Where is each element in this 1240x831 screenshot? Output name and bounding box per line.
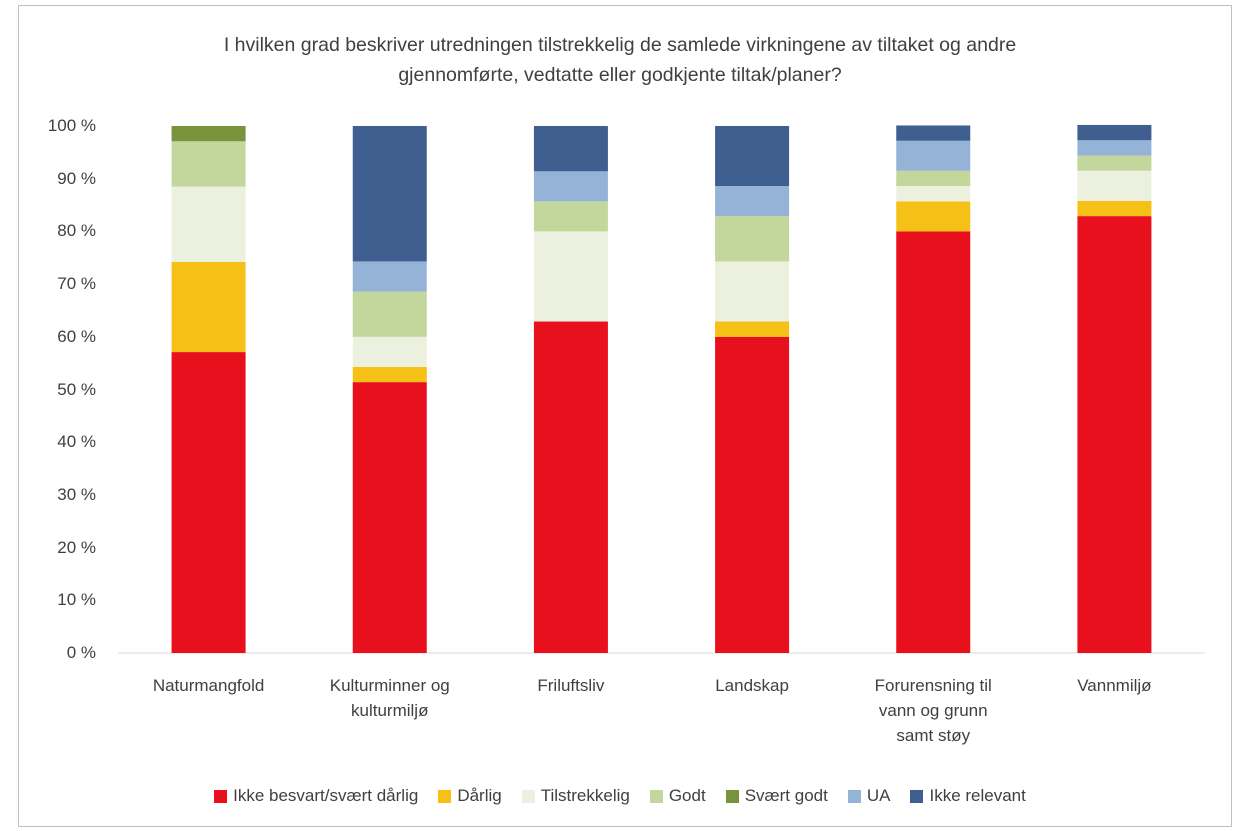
legend-label: Dårlig (457, 786, 502, 805)
y-tick-label: 10 % (57, 590, 96, 610)
bar-segment (533, 231, 608, 322)
bar-segment (352, 366, 427, 383)
bar-segment (1077, 170, 1152, 201)
bar-segment (715, 216, 790, 262)
legend-item: UA (847, 786, 891, 806)
legend-item: Svært godt (725, 786, 828, 806)
bar-segment (171, 141, 246, 187)
bar-segment (171, 186, 246, 262)
bar-segment (352, 336, 427, 367)
bar-segment (352, 382, 427, 653)
bar-segment (171, 261, 246, 353)
bar-segment (1077, 124, 1152, 141)
bar-segment (533, 171, 608, 202)
y-tick-label: 0 % (66, 643, 96, 662)
x-tick-label: Kulturminner og kulturmiljø (329, 676, 450, 720)
bar-segment (715, 336, 790, 653)
x-tick-label: Friluftsliv (537, 676, 605, 695)
y-tick-label: 80 % (57, 221, 96, 241)
legend-swatch (214, 789, 228, 803)
bar-segment (1077, 155, 1152, 171)
bar-segment (896, 140, 971, 171)
chart-frame (18, 5, 1232, 827)
bar-segment (533, 321, 608, 653)
y-tick-label: 70 % (57, 274, 96, 294)
legend-swatch (438, 789, 452, 803)
bar-segment (715, 261, 790, 322)
bar-segment (896, 125, 971, 141)
bar-segment (896, 170, 971, 187)
legend-label: Ikke besvart/svært dårlig (233, 786, 419, 805)
y-tick-label: 100 % (47, 116, 96, 135)
bar-segment (715, 126, 790, 187)
y-tick-label: 50 % (57, 379, 96, 399)
x-tick-label: Naturmangfold (152, 676, 265, 695)
y-tick-label: 90 % (57, 168, 96, 188)
legend-swatch (649, 789, 663, 803)
bar-segment (1077, 216, 1152, 653)
legend-swatch (521, 789, 535, 803)
legend-item: Ikke besvart/svært dårlig (214, 786, 418, 806)
legend-label: Tilstrekkelig (540, 786, 630, 805)
bar-segment (352, 261, 427, 292)
legend-item: Dårlig (438, 786, 502, 806)
bar-segment (171, 352, 246, 653)
bar-segment (533, 201, 608, 232)
bar-segment (1077, 140, 1152, 156)
bar-segment (715, 321, 790, 337)
legend-label: Godt (668, 786, 706, 805)
bar-segment (1077, 200, 1152, 217)
x-tick-label: Vannmiljø (1077, 676, 1152, 695)
y-tick-label: 30 % (57, 484, 96, 504)
legend-label: Ikke relevant (929, 786, 1026, 805)
legend-swatch (910, 789, 924, 803)
legend-swatch (725, 789, 739, 803)
bar-segment (352, 291, 427, 337)
y-tick-label: 60 % (57, 326, 96, 346)
legend-item: Ikke relevant (910, 786, 1026, 806)
legend-item: Tilstrekkelig (521, 786, 630, 806)
chart-title: I hvilken grad beskriver utredningen til… (223, 34, 1017, 86)
y-tick-label: 40 % (57, 432, 96, 452)
x-tick-label: Forurensning til vann og grunn samt støy (874, 676, 992, 745)
bar-segment (896, 201, 971, 232)
legend-label: UA (866, 786, 891, 805)
bar-segment (715, 186, 790, 217)
legend-swatch (847, 789, 861, 803)
x-tick-label: Landskap (715, 676, 789, 695)
legend-item: Godt (649, 786, 706, 806)
bar-segment (896, 186, 971, 202)
bar-segment (352, 126, 427, 262)
legend-label: Svært godt (744, 786, 828, 805)
bar-segment (171, 126, 246, 142)
bar-segment (896, 231, 971, 653)
bar-segment (533, 126, 608, 172)
legend: Ikke besvart/svært dårlig Dårlig Tilstrekk… (0, 786, 1240, 806)
y-tick-label: 20 % (57, 537, 96, 557)
